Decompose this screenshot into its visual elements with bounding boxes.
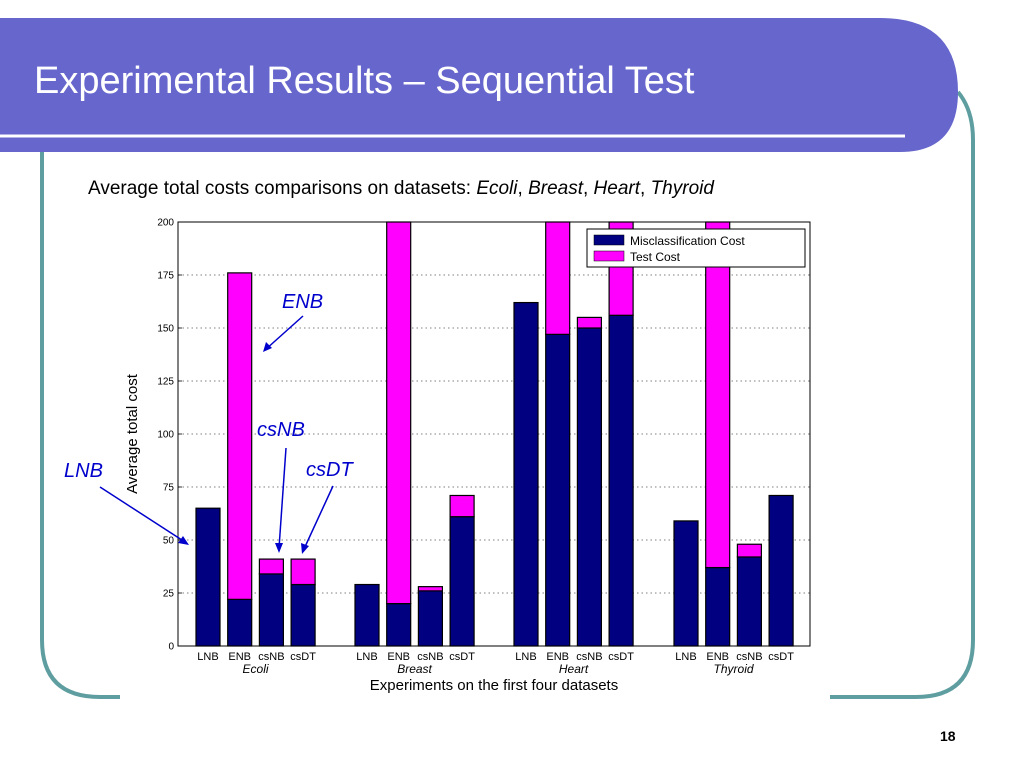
x-tick-label: csNB (736, 651, 762, 663)
legend: Misclassification Cost Test Cost (586, 228, 806, 268)
annotation-csdt: csDT (306, 459, 354, 481)
y-tick-label: 125 (157, 377, 174, 388)
annotation-enb-arrow (264, 315, 304, 351)
subtitle-dataset-heart: Heart (594, 178, 641, 199)
x-tick-label: LNB (675, 651, 696, 663)
x-tick-label: csDT (449, 651, 475, 663)
annotation-csnb-arrow (278, 447, 287, 549)
legend-swatch-test (593, 250, 625, 262)
y-tick-label: 75 (163, 483, 175, 494)
legend-label-misclassification: Misclassification Cost (630, 234, 745, 248)
bar-ecoli-enb-test (227, 272, 253, 600)
legend-swatch-misclassification (593, 234, 625, 246)
bar-breast-enb-test (386, 221, 412, 605)
y-tick-label: 50 (163, 536, 175, 547)
bar-thyroid-enb-test (705, 221, 731, 569)
annotation-lnb: LNB (64, 460, 103, 482)
bar-heart-csnb-test (576, 316, 603, 329)
content-frame (40, 90, 975, 699)
bar-ecoli-csnb-test (258, 558, 284, 575)
bar-heart-csdt-misclassification (608, 314, 634, 647)
bar-breast-csnb-misclassification (417, 590, 443, 647)
x-tick-label: ENB (387, 651, 410, 663)
y-tick-label: 25 (163, 589, 175, 600)
x-tick-label: csNB (576, 651, 602, 663)
bar-thyroid-csnb-test (736, 543, 763, 558)
legend-label-test: Test Cost (630, 250, 681, 264)
x-tick-label: ENB (706, 651, 729, 663)
annotation-csdt-arrowhead (301, 543, 309, 554)
annotation-lnb-arrowhead (178, 536, 189, 545)
group-label-breast: Breast (397, 662, 432, 676)
x-tick-label: csNB (417, 651, 443, 663)
x-tick-label: LNB (197, 651, 218, 663)
plot-frame (177, 221, 811, 647)
bar-breast-csdt-misclassification (449, 516, 475, 647)
bar-breast-lnb-misclassification (354, 583, 380, 647)
group-labels: Ecoli Breast Heart Thyroid (243, 662, 754, 676)
subtitle-dataset-thyroid: Thyroid (651, 178, 716, 199)
subtitle-dataset-breast: Breast (528, 178, 584, 199)
bar-heart-csnb-misclassification (576, 327, 603, 647)
bar-ecoli-csdt-test (290, 558, 316, 586)
x-tick-label: ENB (546, 651, 569, 663)
subtitle-prefix: Average total costs comparisons on datas… (88, 178, 476, 199)
y-tick-label: 200 (157, 218, 174, 229)
annotation-lnb-arrow (99, 486, 186, 543)
annotations: ENB csNB LNB csDT (64, 291, 354, 554)
x-tick-label: LNB (356, 651, 377, 663)
bar-thyroid-enb-misclassification (705, 566, 731, 647)
bar-ecoli-csnb-misclassification (258, 573, 284, 647)
grid-lines (178, 221, 810, 647)
bar-ecoli-csdt-misclassification (290, 583, 316, 647)
x-tick-label: csDT (290, 651, 316, 663)
x-tick-label: LNB (515, 651, 536, 663)
bar-heart-enb-misclassification (545, 333, 571, 647)
annotation-csnb: csNB (257, 419, 305, 441)
y-tick-label: 0 (168, 642, 174, 653)
subtitle-dataset-ecoli: Ecoli (476, 178, 518, 199)
bar-breast-csnb-test (417, 586, 443, 592)
y-tick-label: 100 (157, 430, 174, 441)
annotation-csdt-arrow (303, 485, 334, 550)
group-label-heart: Heart (559, 662, 589, 676)
bar-thyroid-csdt-misclassification (768, 494, 794, 647)
group-label-ecoli: Ecoli (243, 662, 269, 676)
x-tick-labels: LNB ENB csNB csDT LNB ENB csNB csDT LNB ENB csNB cs… (197, 651, 794, 663)
bars (195, 221, 794, 647)
bar-heart-lnb-misclassification (513, 301, 539, 647)
bar-thyroid-csnb-misclassification (736, 556, 763, 647)
slide-title: Experimental Results – Sequential Test (34, 60, 695, 102)
annotation-enb: ENB (282, 291, 323, 313)
y-tick-label: 150 (157, 324, 174, 335)
title-bar (0, 18, 958, 152)
page-number: 18 (940, 728, 956, 744)
bar-thyroid-lnb-misclassification (673, 520, 699, 647)
y-tick-labels: 0 25 50 75 100 125 150 175 200 (157, 218, 174, 653)
bar-breast-csdt-test (449, 494, 475, 518)
x-tick-label: csDT (608, 651, 634, 663)
bar-heart-enb-test (545, 221, 571, 335)
annotation-enb-arrowhead (263, 342, 272, 352)
x-axis-label: Experiments on the first four datasets (370, 677, 618, 694)
bar-ecoli-lnb-misclassification (195, 507, 221, 647)
y-tick-label: 175 (157, 271, 174, 282)
bar-ecoli-enb-misclassification (227, 598, 253, 647)
x-tick-label: csNB (258, 651, 284, 663)
group-label-thyroid: Thyroid (714, 662, 754, 676)
x-tick-label: csDT (768, 651, 794, 663)
annotation-csnb-arrowhead (275, 543, 283, 553)
x-tick-label: ENB (228, 651, 251, 663)
chart-subtitle: Average total costs comparisons on datas… (88, 178, 715, 199)
bar-breast-enb-misclassification (386, 602, 412, 647)
y-axis-label: Average total cost (124, 373, 141, 494)
